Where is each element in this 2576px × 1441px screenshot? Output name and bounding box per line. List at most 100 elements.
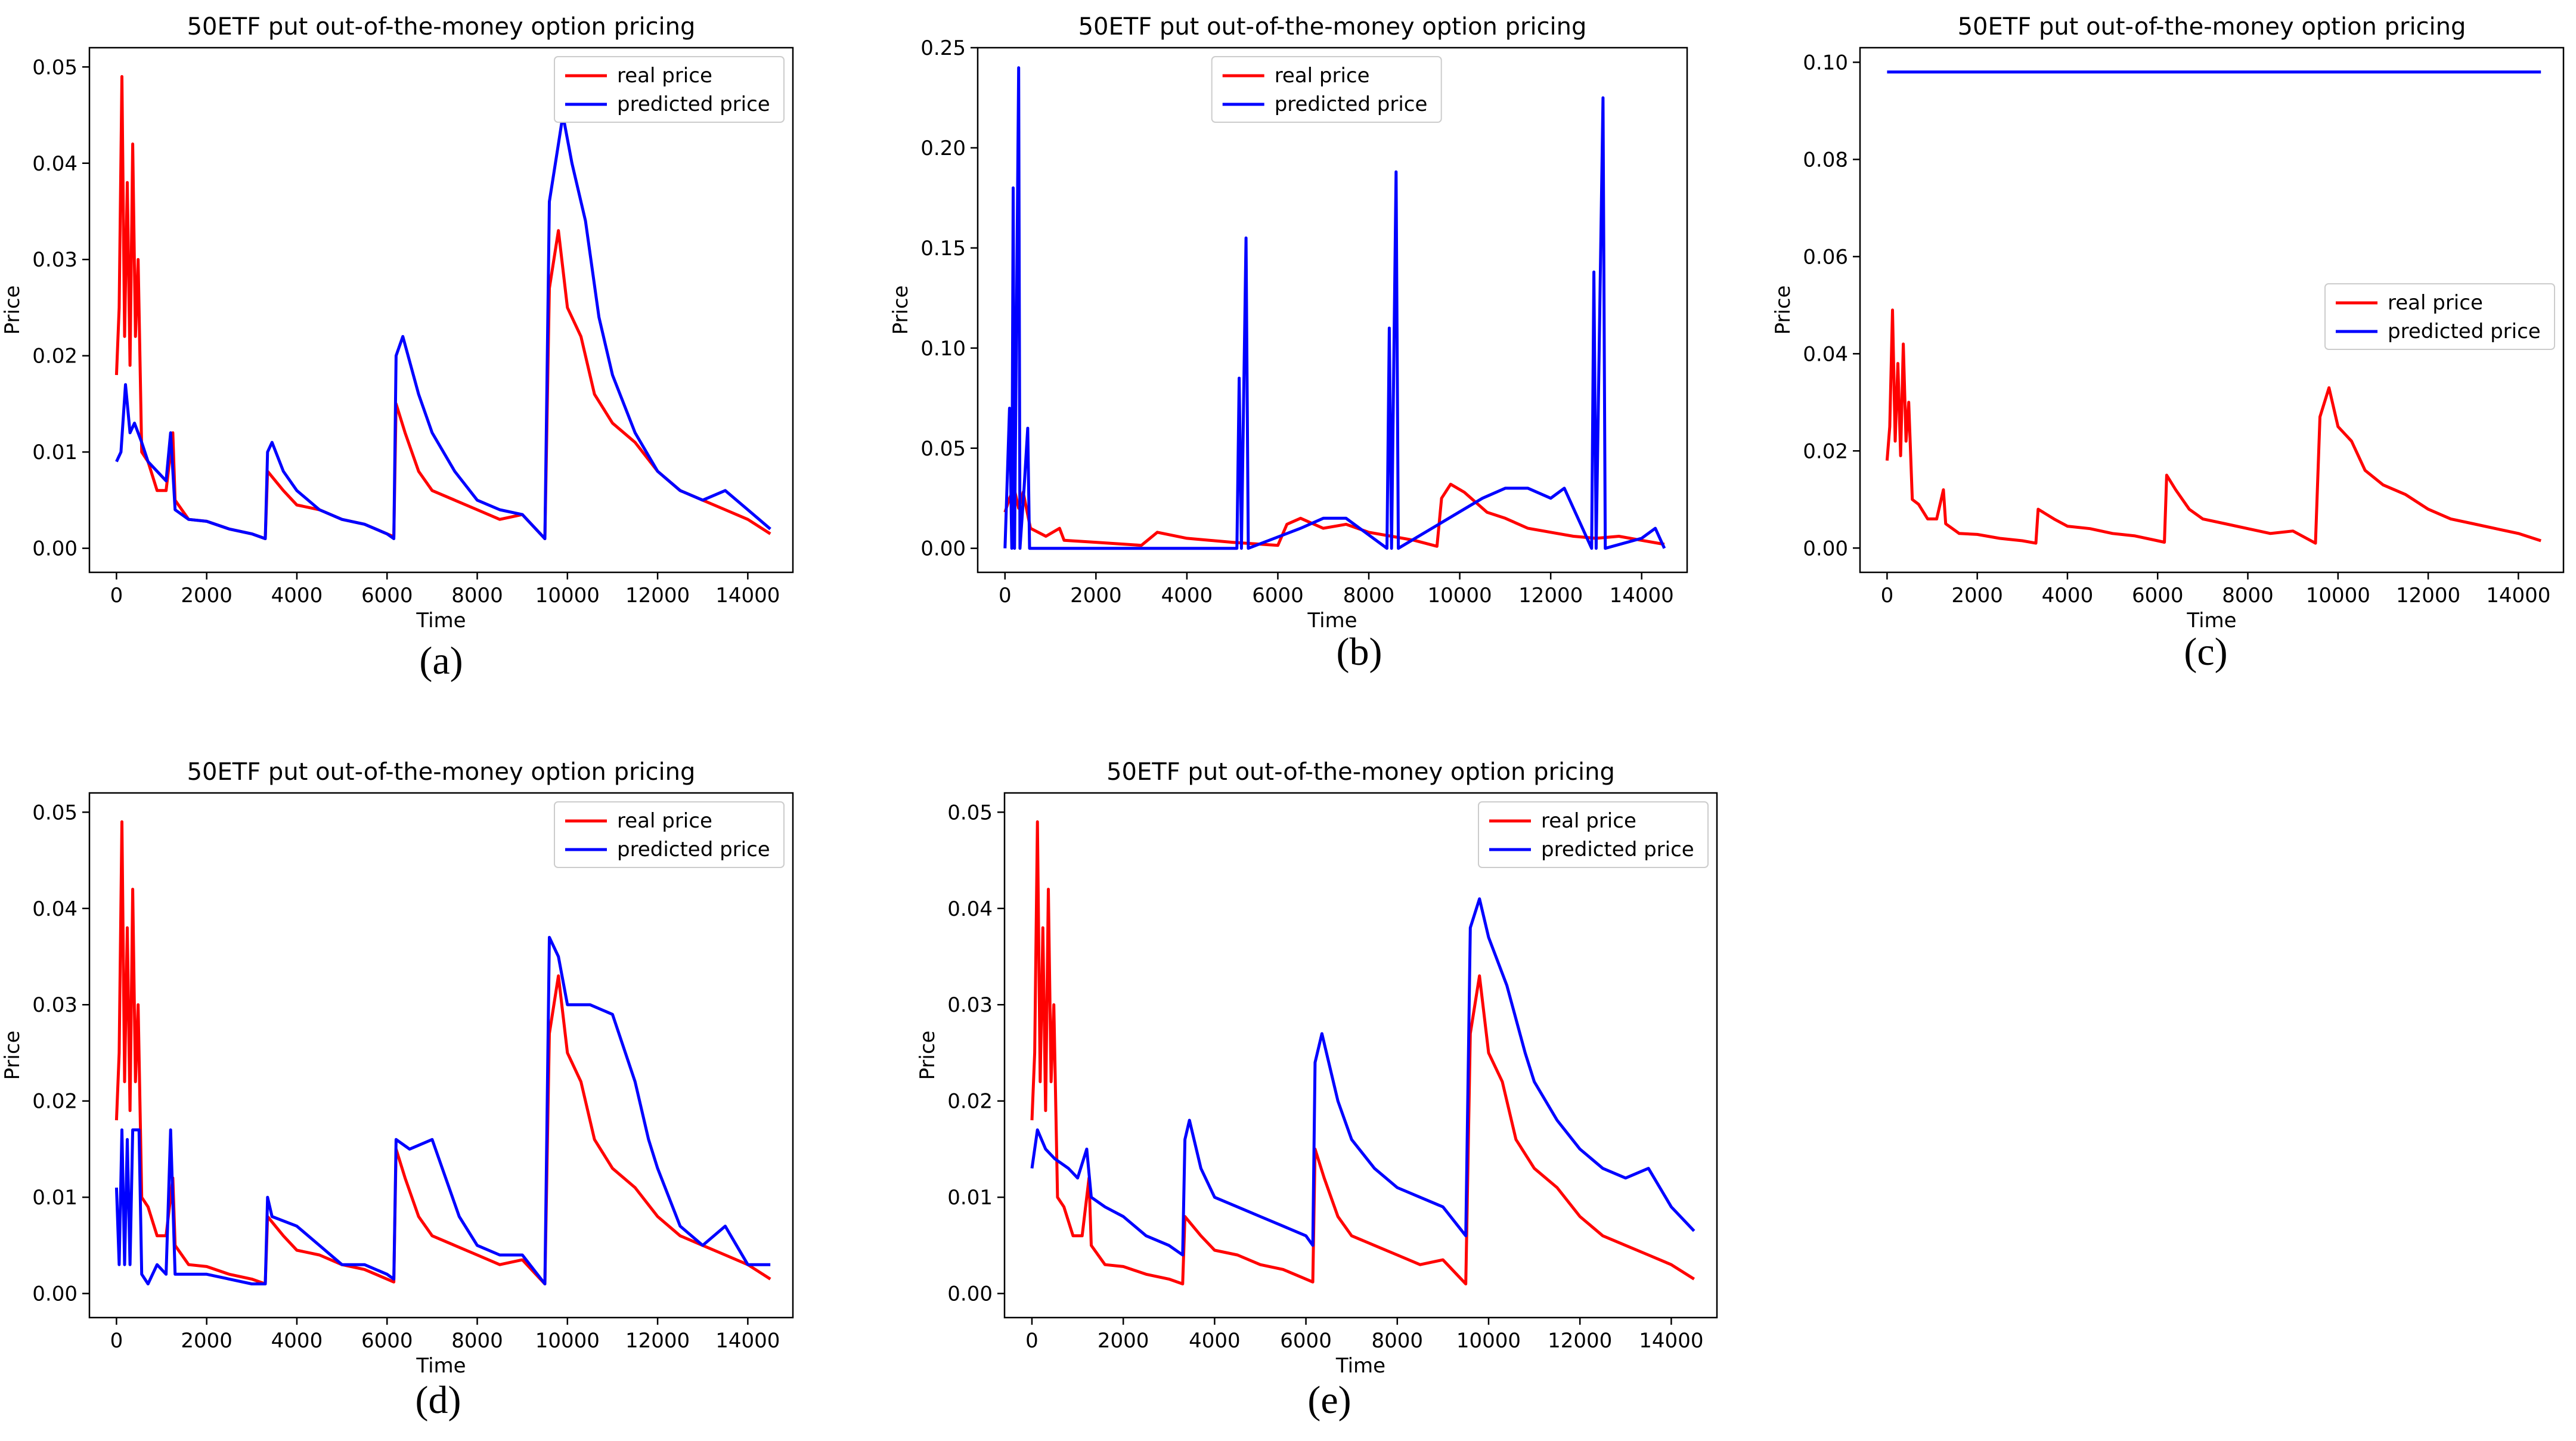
x-tick-label: 6000 xyxy=(1280,1329,1332,1353)
legend-label: real price xyxy=(617,809,712,833)
y-axis-label: Price xyxy=(1771,286,1795,335)
legend: real price predicted price xyxy=(1478,801,1709,868)
plot-area xyxy=(1003,66,1666,550)
legend: real price predicted price xyxy=(2324,283,2555,350)
legend-box xyxy=(554,56,785,123)
x-tick-label: 14000 xyxy=(1610,584,1674,608)
series-line-real-price xyxy=(114,75,771,540)
legend-box xyxy=(1478,801,1709,868)
y-tick-label: 0.04 xyxy=(32,152,78,176)
series-line-real-price xyxy=(1885,308,2541,545)
chart-title: 50ETF put out-of-the-money option pricin… xyxy=(1078,13,1587,41)
y-axis-label: Price xyxy=(1,286,24,335)
legend-label: real price xyxy=(617,64,712,88)
legend: real price predicted price xyxy=(554,56,785,123)
panel-caption: (a) xyxy=(419,639,463,683)
axes-frame xyxy=(88,792,794,1319)
x-tick-label: 14000 xyxy=(1639,1329,1703,1353)
plot-area xyxy=(1030,820,1695,1285)
y-tick-label: 0.02 xyxy=(947,1090,993,1114)
chart-panel-c: 0 2000 4000 6000 8000 10000 12000 14000 0.00 0.02… xyxy=(1771,13,2565,674)
x-tick-label: 2000 xyxy=(1951,584,2003,608)
y-tick-label: 0.00 xyxy=(1803,537,1848,560)
x-tick-label: 8000 xyxy=(2222,584,2274,608)
y-tick-label: 0.02 xyxy=(32,1090,78,1114)
axes-frame xyxy=(977,47,1688,574)
x-tick-label: 2000 xyxy=(181,584,233,608)
x-axis-label: Time xyxy=(1335,1354,1385,1378)
series-line-predicted-price xyxy=(1003,66,1666,550)
plot-area xyxy=(114,820,771,1285)
x-tick-label: 10000 xyxy=(535,1329,600,1353)
x-tick-label: 2000 xyxy=(1070,584,1122,608)
y-tick-label: 0.20 xyxy=(920,137,966,160)
x-tick-label: 6000 xyxy=(1252,584,1304,608)
legend-label: predicted price xyxy=(617,838,770,861)
y-tick-label: 0.03 xyxy=(32,993,78,1017)
x-tick-label: 10000 xyxy=(535,584,600,608)
y-tick-label: 0.03 xyxy=(947,993,993,1017)
series-line-real-price xyxy=(1003,482,1665,548)
x-tick-label: 0 xyxy=(1025,1329,1039,1353)
x-tick-label: 6000 xyxy=(361,584,413,608)
chart-panel-d: 0 2000 4000 6000 8000 10000 12000 14000 0.00 0.01… xyxy=(1,758,794,1422)
y-tick-label: 0.05 xyxy=(920,437,966,461)
series-line-predicted-price xyxy=(114,935,771,1285)
y-axis-label: Price xyxy=(889,286,913,335)
y-tick-label: 0.01 xyxy=(32,1186,78,1210)
panel-caption: (c) xyxy=(2184,630,2227,674)
legend-label: real price xyxy=(1541,809,1636,833)
axes-frame xyxy=(1003,792,1718,1319)
x-axis-label: Time xyxy=(416,1354,466,1378)
x-tick-label: 10000 xyxy=(2306,584,2370,608)
x-tick-label: 0 xyxy=(999,584,1012,608)
axes-frame xyxy=(88,47,794,574)
x-tick-label: 0 xyxy=(110,1329,123,1353)
x-tick-label: 12000 xyxy=(2396,584,2460,608)
y-tick-label: 0.10 xyxy=(1803,51,1848,75)
chart-title: 50ETF put out-of-the-money option pricin… xyxy=(1958,13,2466,41)
y-tick-label: 0.00 xyxy=(32,537,78,561)
panel-caption: (e) xyxy=(1307,1378,1351,1422)
y-tick-label: 0.02 xyxy=(32,345,78,368)
y-tick-label: 0.00 xyxy=(32,1282,78,1306)
x-tick-label: 10000 xyxy=(1428,584,1492,608)
x-tick-label: 4000 xyxy=(271,1329,323,1353)
y-tick-label: 0.15 xyxy=(920,237,966,261)
y-tick-label: 0.00 xyxy=(947,1282,993,1306)
x-tick-label: 8000 xyxy=(451,1329,503,1353)
x-tick-label: 6000 xyxy=(361,1329,413,1353)
y-tick-label: 0.03 xyxy=(32,248,78,272)
x-tick-label: 0 xyxy=(110,584,123,608)
x-tick-label: 12000 xyxy=(1548,1329,1612,1353)
legend-label: real price xyxy=(2388,291,2483,315)
x-tick-label: 12000 xyxy=(625,584,690,608)
legend-label: predicted price xyxy=(1541,838,1694,861)
legend-label: predicted price xyxy=(2388,320,2541,343)
x-tick-label: 14000 xyxy=(2486,584,2550,608)
x-tick-label: 4000 xyxy=(271,584,323,608)
legend-label: predicted price xyxy=(1275,92,1428,116)
chart-title: 50ETF put out-of-the-money option pricin… xyxy=(187,13,696,41)
x-tick-label: 4000 xyxy=(2042,584,2094,608)
y-tick-label: 0.01 xyxy=(947,1186,993,1210)
legend: real price predicted price xyxy=(554,801,785,868)
legend-label: predicted price xyxy=(617,92,770,116)
legend-box xyxy=(554,801,785,868)
chart-title: 50ETF put out-of-the-money option pricin… xyxy=(1106,758,1615,786)
y-tick-label: 0.08 xyxy=(1803,148,1848,172)
x-tick-label: 6000 xyxy=(2132,584,2184,608)
x-tick-label: 2000 xyxy=(181,1329,233,1353)
panel-caption: (b) xyxy=(1337,630,1382,674)
y-tick-label: 0.06 xyxy=(1803,245,1848,269)
y-tick-label: 0.04 xyxy=(32,897,78,921)
y-tick-label: 0.05 xyxy=(32,55,78,79)
legend: real price predicted price xyxy=(1211,56,1442,123)
x-tick-label: 14000 xyxy=(715,584,780,608)
x-tick-label: 12000 xyxy=(1518,584,1583,608)
y-tick-label: 0.05 xyxy=(32,801,78,825)
chart-title: 50ETF put out-of-the-money option pricin… xyxy=(187,758,696,786)
chart-panel-a: 0 2000 4000 6000 8000 10000 12000 14000 0.00 0.01… xyxy=(1,13,794,683)
axes-frame xyxy=(1859,47,2565,574)
